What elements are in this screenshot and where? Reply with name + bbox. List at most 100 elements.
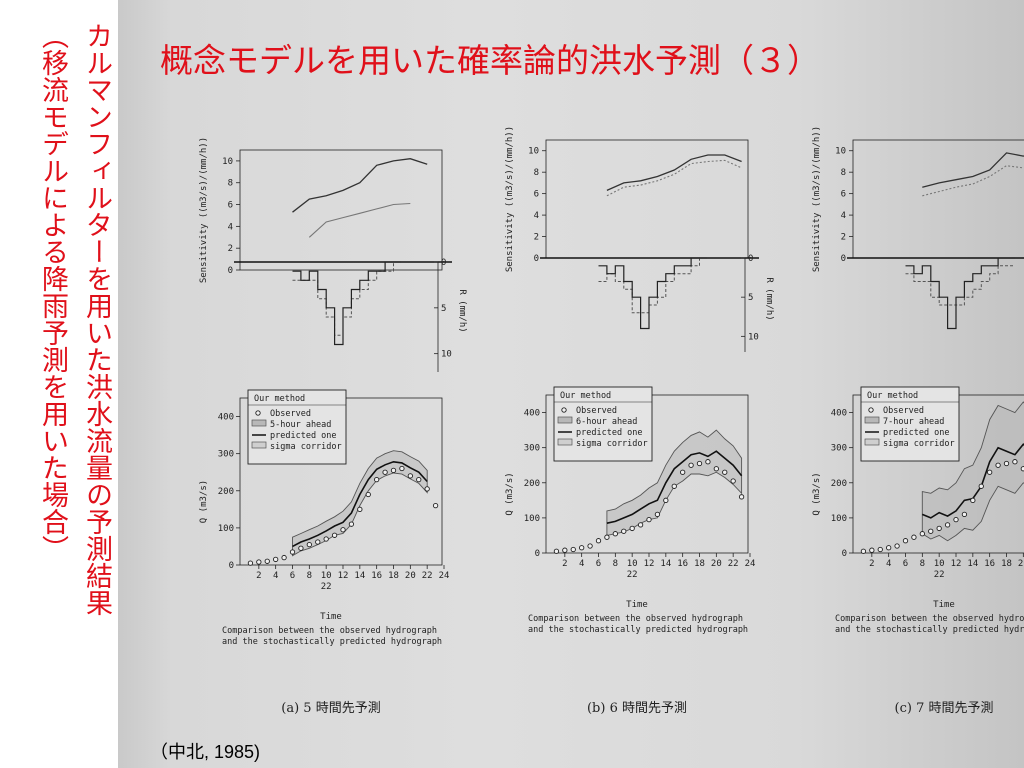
caption-line1: Comparison between the observed hydrogra… — [222, 626, 437, 636]
rain-observed-step — [905, 257, 1015, 330]
sens-tick-label: 6 — [534, 190, 539, 200]
x-tick-label: 20 — [711, 559, 722, 569]
observed-point — [432, 502, 439, 509]
rain-predicted-step — [905, 265, 1015, 306]
rain-observed-step — [292, 261, 402, 346]
sens-tick-label: 10 — [222, 157, 233, 167]
sens-series-upper — [922, 152, 1024, 188]
x-tick-label: 4 — [273, 571, 278, 581]
legend-marker-observed — [561, 407, 567, 413]
panel-subcaption: (a) 5 時間先予測 — [281, 701, 380, 716]
legend-entry: predicted one — [883, 428, 950, 438]
observed-point — [936, 525, 942, 532]
x-tick-label: 16 — [677, 559, 688, 569]
legend-entry: sigma corridor — [270, 442, 342, 452]
sens-axis-label: Sensitivity ((m3/s)/(mm/h)) — [505, 126, 515, 272]
predicted-discharge-line — [606, 450, 743, 524]
observed-point — [978, 483, 984, 489]
q-tick-label: 200 — [524, 479, 540, 489]
legend-marker-observed — [868, 407, 874, 413]
x-tick-label: 4 — [579, 559, 584, 569]
observed-point — [357, 506, 363, 512]
x-tick-label: 18 — [694, 559, 705, 569]
sens-tick-label: 2 — [841, 233, 846, 243]
x-axis-label: Time — [626, 600, 648, 610]
x-tick-label: 6 — [903, 559, 908, 569]
sens-axis-label: Sensitivity ((m3/s)/(mm/h)) — [812, 126, 822, 272]
observed-point — [730, 478, 736, 484]
legend-entry: predicted one — [270, 431, 337, 441]
date-label: 22 — [934, 570, 945, 580]
observed-point — [944, 522, 951, 528]
observed-point — [970, 497, 976, 503]
legend-marker-sigma — [864, 438, 880, 446]
q-tick-label: 100 — [218, 524, 234, 534]
sens-tick-label: 0 — [534, 254, 539, 264]
rain-tick-label: 5 — [441, 304, 446, 314]
rain-tick-label: 10 — [748, 332, 759, 342]
observed-point — [612, 531, 618, 537]
x-tick-label: 14 — [354, 571, 365, 581]
x-tick-label: 12 — [644, 559, 655, 569]
q-tick-label: 200 — [831, 479, 847, 489]
observed-point — [671, 483, 677, 489]
x-tick-label: 14 — [967, 559, 978, 569]
q-tick-label: 200 — [218, 487, 234, 497]
sens-tick-label: 10 — [528, 147, 539, 157]
observed-point — [587, 543, 593, 549]
x-axis-label: Time — [933, 600, 955, 610]
observed-point — [886, 545, 892, 551]
q-tick-label: 300 — [218, 450, 234, 460]
observed-point — [629, 525, 635, 532]
legend-entry: predicted one — [576, 428, 643, 438]
observed-point — [654, 511, 661, 518]
sens-tick-label: 8 — [841, 168, 846, 178]
caption-line2: and the stochastically predicted hydrogr… — [222, 637, 442, 647]
x-tick-label: 24 — [745, 559, 756, 569]
q-tick-label: 0 — [229, 561, 234, 571]
x-tick-label: 8 — [307, 571, 312, 581]
observed-point — [995, 462, 1001, 468]
observed-point — [637, 522, 644, 528]
observed-point — [331, 532, 338, 538]
q-tick-label: 100 — [524, 514, 540, 524]
legend-entry: 7-hour ahead — [883, 417, 944, 427]
observed-point — [424, 486, 430, 492]
observed-point — [894, 543, 900, 549]
legend-marker-corridor — [557, 416, 573, 424]
observed-point — [860, 548, 867, 554]
q-axis-label: Q (m3/s) — [812, 472, 822, 515]
sens-axis-label: Sensitivity ((m3/s)/(mm/h)) — [199, 137, 209, 283]
legend-marker-corridor — [251, 419, 267, 427]
observed-point — [696, 460, 703, 467]
legend-title: Our method — [867, 391, 918, 401]
rain-tick-label: 10 — [441, 350, 452, 360]
x-tick-label: 16 — [371, 571, 382, 581]
observed-point — [705, 459, 711, 465]
observed-point — [869, 547, 875, 553]
observed-point — [680, 469, 686, 475]
legend-marker-sigma — [251, 441, 267, 449]
observed-point — [323, 536, 329, 542]
x-axis-label: Time — [320, 612, 342, 622]
observed-point — [348, 521, 355, 527]
q-tick-label: 0 — [535, 549, 540, 559]
sens-tick-label: 0 — [841, 254, 846, 264]
observed-point — [306, 541, 312, 548]
sens-tick-label: 6 — [841, 190, 846, 200]
q-tick-label: 100 — [831, 514, 847, 524]
legend-box — [247, 389, 347, 465]
rain-tick-label: 5 — [748, 293, 753, 303]
observed-point — [604, 534, 610, 540]
caption-line1: Comparison between the observed hydrogra… — [528, 614, 743, 624]
observed-point — [562, 547, 568, 553]
observed-point — [961, 511, 968, 518]
predicted-discharge-line — [921, 443, 1024, 519]
q-axis-label: Q (m3/s) — [505, 472, 515, 515]
observed-point — [713, 466, 719, 472]
legend-entry: 6-hour ahead — [576, 417, 637, 427]
x-tick-label: 12 — [338, 571, 349, 581]
